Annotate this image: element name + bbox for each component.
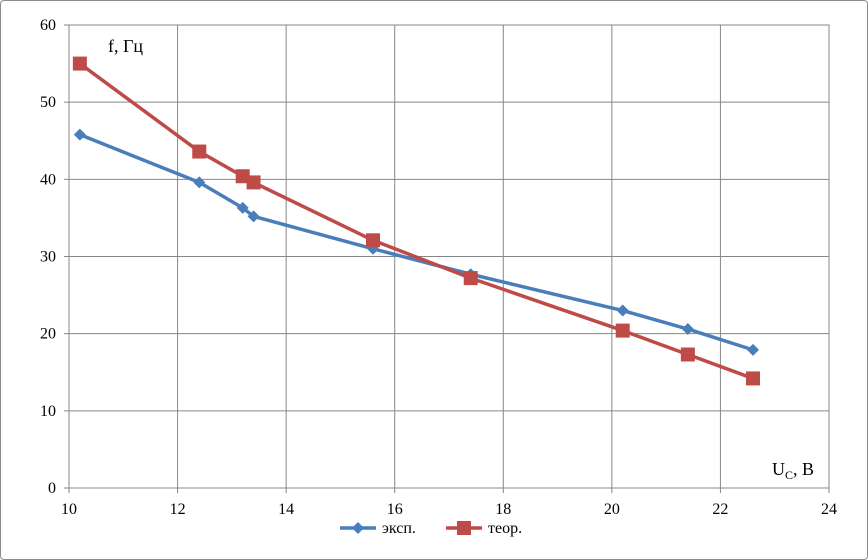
legend: эксп. теор. <box>340 520 522 537</box>
data-point <box>73 128 86 141</box>
x-tick-label: 22 <box>712 501 728 518</box>
data-point <box>366 233 380 248</box>
data-point <box>236 201 249 214</box>
x-tick-label: 20 <box>604 501 620 518</box>
legend-marker <box>352 522 364 534</box>
x-axis-title-unit: , В <box>793 459 814 479</box>
data-point <box>463 271 478 286</box>
x-tick-label: 16 <box>387 501 403 518</box>
series-group <box>72 56 760 386</box>
x-axis-ticks: 10 12 14 16 18 20 22 24 <box>61 488 837 518</box>
y-tick-label: 30 <box>40 249 56 266</box>
data-point <box>746 371 760 386</box>
data-point <box>247 210 260 223</box>
legend-item: теор. <box>446 520 522 537</box>
x-tick-label: 14 <box>278 501 294 518</box>
legend-label: эксп. <box>382 520 416 537</box>
y-tick-label: 20 <box>40 326 56 343</box>
data-point <box>192 144 207 159</box>
data-point <box>680 347 695 362</box>
y-tick-label: 10 <box>40 403 56 420</box>
y-tick-label: 60 <box>40 17 56 34</box>
legend-label: теор. <box>488 520 522 537</box>
data-point <box>246 175 261 190</box>
legend-item: эксп. <box>340 520 416 537</box>
data-point <box>615 323 630 338</box>
x-tick-label: 24 <box>821 501 837 518</box>
data-point <box>193 176 206 189</box>
x-axis-title-main: U <box>772 459 785 479</box>
data-point <box>235 169 250 184</box>
series-2 <box>72 56 760 386</box>
series-line <box>79 132 754 352</box>
x-axis-title-subscript: C <box>785 468 793 482</box>
data-point <box>72 56 87 71</box>
data-point <box>747 343 759 356</box>
y-tick-label: 50 <box>40 94 56 111</box>
grid <box>68 24 830 489</box>
series-1 <box>73 128 759 356</box>
y-axis-title: f, Гц <box>108 36 143 56</box>
data-point <box>681 323 694 336</box>
x-axis-title: UC, В <box>772 459 814 482</box>
x-tick-label: 12 <box>170 501 186 518</box>
y-tick-label: 0 <box>48 480 56 497</box>
y-tick-label: 40 <box>40 171 56 188</box>
y-axis-ticks: 0 10 20 30 40 50 60 <box>40 17 69 497</box>
series-line <box>78 62 754 381</box>
x-tick-label: 18 <box>495 501 511 518</box>
x-tick-label: 10 <box>61 501 77 518</box>
data-point <box>616 304 629 317</box>
legend-marker <box>457 521 471 535</box>
